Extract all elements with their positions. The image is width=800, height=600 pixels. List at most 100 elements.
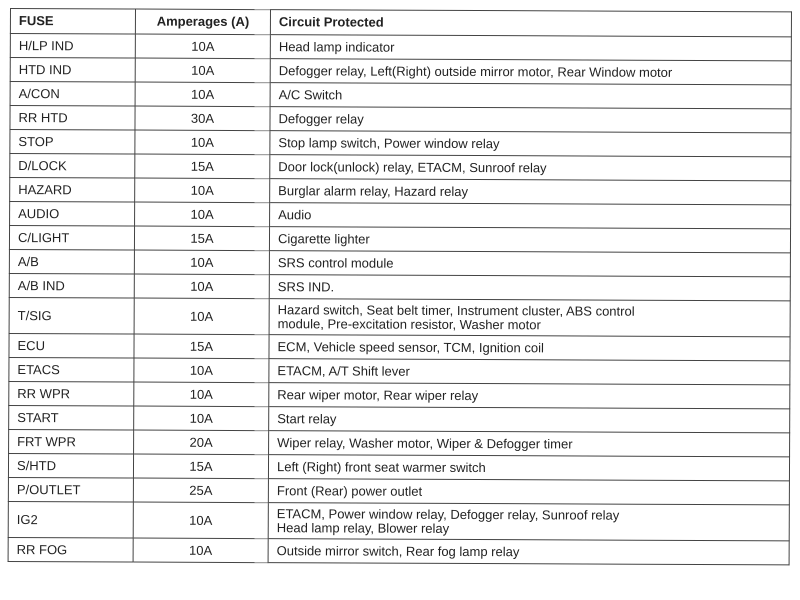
fuse-cell-text: HAZARD [18, 181, 72, 197]
fuse-cell: HTD IND [10, 57, 136, 83]
amperage-cell: 25A [133, 478, 269, 503]
table-row: T/SIG 10A Hazard switch, Seat belt timer, … [9, 297, 791, 337]
table-row: HTD IND 10A Defogger relay, Left(Right) ou… [10, 57, 792, 85]
amperage-cell-text: 15A [189, 458, 213, 474]
amperage-cell: 10A [134, 130, 270, 155]
fuse-cell-text: ETACS [17, 361, 60, 377]
amperage-cell-text: 10A [190, 254, 214, 270]
circuit-cell-text: ECM, Vehicle speed sensor, TCM, Ignition… [277, 338, 544, 355]
fuse-cell: ECU [8, 333, 135, 359]
circuit-cell-text: Start relay [277, 410, 337, 426]
amperage-cell: 10A [133, 358, 269, 383]
circuit-cell: Front (Rear) power outlet [268, 478, 790, 505]
amperage-cell: 10A [135, 82, 271, 107]
fuse-cell-text: A/B IND [17, 277, 65, 293]
circuit-cell-text: SRS control module [277, 254, 394, 271]
amperage-cell: 15A [133, 334, 270, 359]
amperage-cell-text: 10A [189, 410, 213, 426]
fuse-cell-text: H/LP IND [18, 37, 74, 53]
table-row: D/LOCK 15A Door lock(unlock) relay, ETACM,… [9, 153, 791, 181]
amperage-cell-text: 30A [190, 110, 215, 126]
table-row: A/CON 10A A/C Switch [10, 81, 792, 109]
fuse-cell-text: STOP [18, 133, 54, 149]
fuse-cell: AUDIO [9, 201, 135, 227]
amperage-cell-text: 25A [189, 482, 213, 498]
circuit-cell-text: Door lock(unlock) relay, ETACM, Sunroof … [278, 158, 547, 175]
amperage-cell-text: 10A [190, 278, 214, 294]
fuse-table: FUSE Amperages (A) Circuit Protected H/L… [8, 8, 792, 565]
fuse-cell-text: HTD IND [18, 61, 72, 77]
fuse-cell: H/LP IND [10, 33, 136, 59]
table-row: ECU 15A ECM, Vehicle speed sensor, TCM, Ig… [8, 333, 791, 361]
circuit-cell-text: Left (Right) front seat warmer switch [276, 458, 486, 475]
circuit-cell-text: Rear wiper motor, Rear wiper relay [277, 386, 479, 403]
circuit-cell-text-line2: module, Pre-excitation resistor, Washer … [277, 315, 541, 332]
amperage-cell-text: 10A [191, 38, 215, 54]
circuit-cell: Hazard switch, Seat belt timer, Instrume… [269, 298, 791, 337]
table-row: STOP 10A Stop lamp switch, Power window re… [9, 129, 791, 157]
fuse-cell-text: P/OUTLET [16, 481, 81, 497]
fuse-cell: C/LIGHT [9, 225, 135, 251]
amperage-cell-text: 15A [189, 338, 214, 354]
table-row: HAZARD 10A Burglar alarm relay, Hazard rel… [9, 177, 791, 205]
table-row: P/OUTLET 25A Front (Rear) power outlet [8, 477, 790, 505]
circuit-cell-text: ETACM, A/T Shift lever [277, 362, 410, 379]
table-row: IG2 10A ETACM, Power window relay, Defogge… [8, 501, 790, 541]
fuse-cell-text: AUDIO [18, 205, 60, 221]
table-row: RR HTD 30A Defogger relay [9, 105, 792, 133]
amperage-cell-text: 10A [191, 62, 215, 78]
table-row: C/LIGHT 15A Cigarette lighter [9, 225, 791, 253]
amperage-cell-text: 10A [191, 86, 215, 102]
circuit-cell: Left (Right) front seat warmer switch [268, 454, 790, 481]
fuse-cell: A/CON [10, 81, 136, 107]
amperage-cell-text: 10A [190, 308, 214, 324]
circuit-cell: ECM, Vehicle speed sensor, TCM, Ignition… [268, 334, 791, 361]
fuse-cell-text: IG2 [16, 511, 38, 527]
table-row: H/LP IND 10A Head lamp indicator [10, 33, 792, 61]
circuit-cell: Start relay [268, 406, 790, 433]
table-row: FRT WPR 20A Wiper relay, Washer motor, Wip… [8, 429, 790, 457]
amperage-cell-text: 15A [190, 158, 214, 174]
circuit-cell: A/C Switch [270, 82, 792, 109]
amperage-cell-text: 10A [189, 386, 213, 402]
circuit-cell: SRS IND. [269, 274, 791, 301]
amperage-cell: 10A [134, 178, 270, 203]
header-circuit: Circuit Protected [270, 9, 792, 37]
circuit-cell: Rear wiper motor, Rear wiper relay [268, 382, 790, 409]
table-row: RR FOG 10A Outside mirror switch, Rear fog… [8, 537, 790, 565]
amperage-cell: 20A [133, 430, 269, 455]
circuit-cell-text: Outside mirror switch, Rear fog lamp rel… [276, 542, 520, 559]
fuse-cell: HAZARD [9, 177, 135, 203]
header-fuse: FUSE [10, 8, 136, 35]
circuit-cell: Audio [269, 202, 791, 229]
fuse-cell-text: RR FOG [16, 541, 68, 557]
circuit-cell-text: Defogger relay, Left(Right) outside mirr… [278, 62, 673, 80]
amperage-cell-text: 10A [189, 362, 214, 378]
circuit-cell: Wiper relay, Washer motor, Wiper & Defog… [268, 430, 790, 457]
fuse-cell: P/OUTLET [8, 477, 134, 503]
circuit-cell: SRS control module [269, 250, 791, 277]
amperage-cell: 10A [135, 34, 271, 59]
circuit-cell-text: Wiper relay, Washer motor, Wiper & Defog… [277, 434, 573, 451]
fuse-cell: A/B [9, 249, 135, 275]
fuse-cell-text: A/B [17, 253, 39, 269]
amperage-cell-text: 10A [189, 512, 213, 528]
circuit-cell-text: Front (Rear) power outlet [276, 482, 423, 499]
amperage-cell: 15A [134, 226, 270, 251]
fuse-cell: START [8, 405, 134, 431]
circuit-cell: Defogger relay, Left(Right) outside mirr… [270, 58, 792, 85]
amperage-cell: 10A [134, 250, 270, 275]
table-row: RR WPR 10A Rear wiper motor, Rear wiper re… [8, 381, 790, 409]
circuit-cell-text: SRS IND. [277, 278, 335, 294]
amperage-cell-text: 10A [190, 134, 215, 150]
fuse-cell: RR HTD [9, 105, 136, 131]
fuse-cell: ETACS [8, 357, 134, 383]
circuit-cell: Cigarette lighter [269, 226, 791, 253]
amperage-cell: 15A [133, 454, 269, 479]
table-row: A/B 10A SRS control module [9, 249, 791, 277]
fuse-cell: A/B IND [9, 273, 135, 299]
fuse-cell-text: D/LOCK [18, 157, 67, 173]
circuit-cell: Defogger relay [269, 106, 792, 133]
table-row: AUDIO 10A Audio [9, 201, 791, 229]
fuse-cell: IG2 [8, 501, 134, 539]
